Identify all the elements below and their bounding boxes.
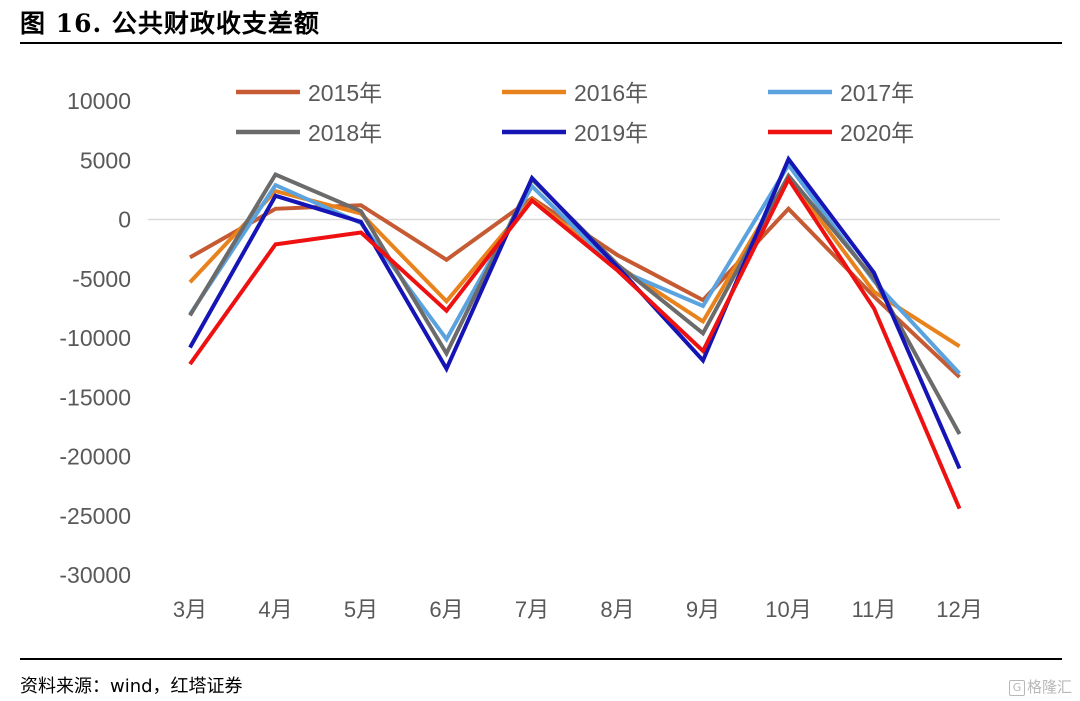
watermark-logo-icon: G <box>1008 679 1025 696</box>
x-tick-label: 3月 <box>173 597 207 622</box>
x-tick-label: 6月 <box>429 597 463 622</box>
legend-label: 2017年 <box>840 80 914 106</box>
y-tick-label: 0 <box>118 207 131 233</box>
series-line-2017 <box>188 161 961 375</box>
legend-label: 2019年 <box>574 120 648 146</box>
series-line-2018 <box>188 171 962 435</box>
series-line-2020 <box>188 175 962 510</box>
y-tick-label: 5000 <box>80 147 131 173</box>
figure-title: 图 16. 公共财政收支差额 <box>20 9 320 38</box>
bottom-divider <box>20 658 1062 660</box>
legend-item: 2015年 <box>236 80 382 106</box>
x-tick-label: 7月 <box>515 597 549 622</box>
legend-item: 2019年 <box>502 120 648 146</box>
legend-label: 2015年 <box>308 80 382 106</box>
x-tick-label: 8月 <box>600 597 634 622</box>
legend-item: 2020年 <box>768 120 914 146</box>
legend-label: 2018年 <box>308 120 382 146</box>
y-tick-label: -10000 <box>59 325 131 351</box>
line-chart: 10000 5000 0 -5000 -10000 -15000 -20000 -25000 -… <box>59 80 1000 622</box>
legend-label: 2016年 <box>574 80 648 106</box>
x-tick-label: 4月 <box>258 597 292 622</box>
x-tick-label: 10月 <box>765 597 811 622</box>
x-tick-label: 12月 <box>936 597 982 622</box>
y-tick-label: -5000 <box>72 266 131 292</box>
legend-item: 2017年 <box>768 80 914 106</box>
source-note: 资料来源：wind，红塔证券 <box>20 676 243 697</box>
y-tick-label: -30000 <box>59 562 131 588</box>
y-tick-label: -25000 <box>59 503 131 529</box>
x-tick-label: 9月 <box>686 597 720 622</box>
top-divider <box>20 42 1062 44</box>
y-tick-label: -15000 <box>59 384 131 410</box>
legend: 2015年 2016年 2017年 2018年 2019年 2020年 <box>236 80 914 146</box>
y-tick-label: -20000 <box>59 444 131 470</box>
x-tick-label: 5月 <box>344 597 378 622</box>
watermark-text: 格隆汇 <box>1026 678 1072 696</box>
x-tick-label: 11月 <box>852 597 897 622</box>
series-layer <box>188 155 962 510</box>
y-axis: 10000 5000 0 -5000 -10000 -15000 -20000 -25000 -… <box>59 88 131 588</box>
series-line-2019 <box>188 155 962 470</box>
legend-label: 2020年 <box>840 120 914 146</box>
x-axis: 3月 4月 5月 6月 7月 8月 9月 10月 11月 12月 <box>173 597 983 622</box>
y-tick-label: 10000 <box>67 88 131 114</box>
legend-item: 2018年 <box>236 120 382 146</box>
watermark: G 格隆汇 <box>1008 676 1072 697</box>
legend-item: 2016年 <box>502 80 648 106</box>
